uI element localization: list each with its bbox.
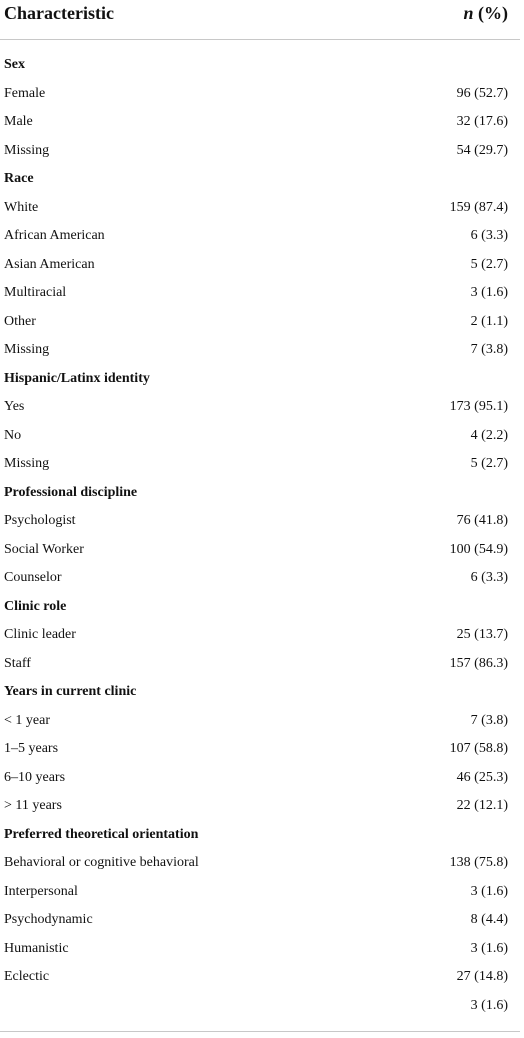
row-label: Social Worker (4, 541, 84, 557)
row-value: 138 (75.8) (449, 855, 508, 870)
row-value: 3 (1.6) (470, 997, 508, 1013)
row-value: 2 (1.1) (470, 313, 508, 329)
row-value: 100 (54.9) (449, 541, 508, 557)
row-label: Yes (4, 399, 25, 414)
row-label: Missing (4, 142, 50, 158)
row-label: 6–10 years (4, 769, 66, 785)
row-value: 107 (58.8) (449, 741, 508, 756)
row-label: > 11 years (4, 798, 62, 813)
row-value: 27 (14.8) (456, 969, 508, 984)
row-value: 8 (4.4) (470, 912, 508, 927)
section-title: Hispanic/Latinx identity (4, 370, 150, 386)
row-label: White (4, 199, 39, 215)
row-label: Clinic leader (4, 627, 76, 642)
row-label: Missing (4, 456, 50, 471)
row-value: 54 (29.7) (456, 142, 508, 158)
row-label: < 1 year (4, 712, 50, 728)
row-value: 159 (87.4) (449, 199, 508, 215)
row-label: Multiracial (4, 285, 67, 300)
row-value: 3 (1.6) (470, 883, 508, 899)
section-title: Race (4, 171, 34, 186)
row-value: 5 (2.7) (470, 256, 508, 272)
row-value: 157 (86.3) (449, 655, 508, 671)
row-value: 96 (52.7) (456, 85, 508, 101)
row-value: 25 (13.7) (456, 627, 508, 642)
row-value: 173 (95.1) (449, 399, 508, 414)
row-value: 6 (3.3) (470, 228, 508, 243)
row-label: Psychologist (4, 513, 76, 528)
row-label: No (4, 427, 22, 443)
row-label: Female (4, 85, 46, 101)
row-label: Behavioral or cognitive behavioral (4, 855, 199, 870)
header-n: n (%) (463, 2, 508, 24)
row-label: African American (4, 228, 105, 243)
row-value: 3 (1.6) (470, 285, 508, 300)
row-label: Male (4, 114, 33, 129)
row-label: Eclectic (4, 969, 50, 984)
header-n-symbol: n (463, 3, 474, 23)
row-value: 7 (3.8) (470, 342, 508, 357)
row-value: 46 (25.3) (456, 769, 508, 785)
row-label: Humanistic (4, 940, 69, 956)
section-title: Years in current clinic (4, 684, 137, 699)
row-label: Psychodynamic (4, 912, 93, 927)
section-title: Clinic role (4, 598, 67, 614)
row-value: 3 (1.6) (470, 940, 508, 956)
row-label: Missing (4, 342, 50, 357)
row-label: Interpersonal (4, 883, 78, 899)
row-label: 1–5 years (4, 741, 59, 756)
row-value: 7 (3.8) (470, 712, 508, 728)
header-rule (0, 39, 520, 40)
section-title: Sex (4, 57, 25, 72)
row-value: 6 (3.3) (470, 570, 508, 585)
row-label: Other (4, 313, 36, 329)
row-label: Asian American (4, 256, 95, 272)
row-value: 4 (2.2) (470, 427, 508, 443)
row-label: Counselor (4, 570, 62, 585)
row-value: 76 (41.8) (456, 513, 508, 528)
bottom-rule (0, 1031, 520, 1032)
row-label: Staff (4, 655, 31, 671)
row-value: 22 (12.1) (456, 798, 508, 813)
row-value: 5 (2.7) (470, 456, 508, 471)
row-value: 32 (17.6) (456, 114, 508, 129)
section-title: Preferred theoretical orientation (4, 826, 199, 842)
header-pct: (%) (478, 3, 508, 23)
header-characteristic: Characteristic (4, 3, 114, 23)
section-title: Professional discipline (4, 484, 138, 500)
